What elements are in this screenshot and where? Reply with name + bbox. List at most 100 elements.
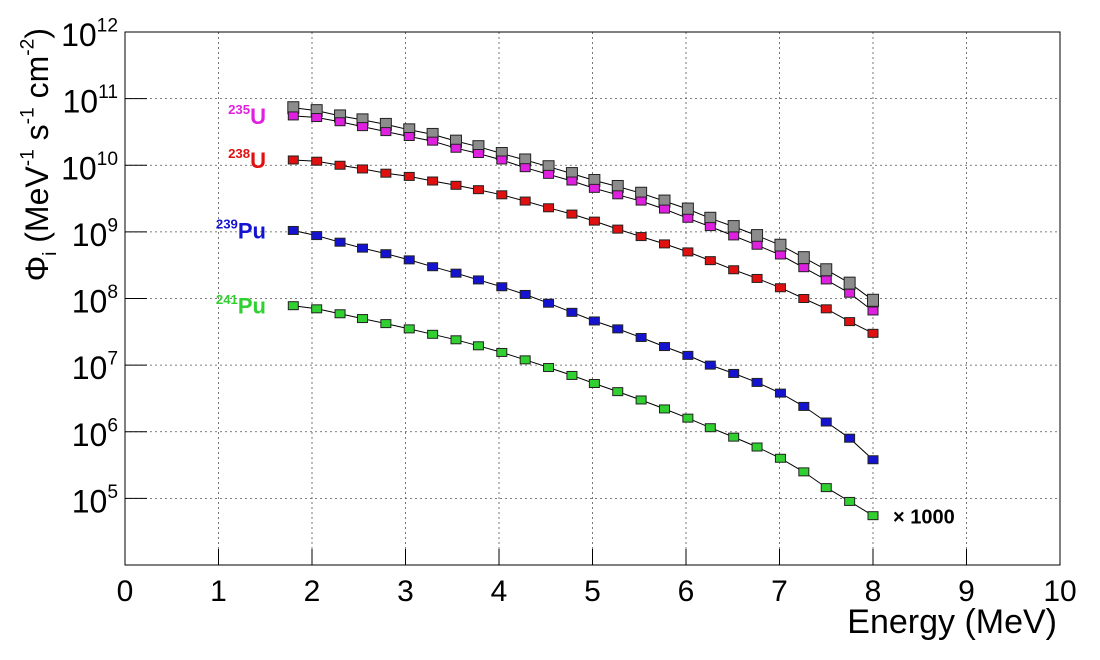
series-label: 238U xyxy=(228,146,266,173)
data-box xyxy=(774,453,786,463)
x-tick-label: 3 xyxy=(397,575,414,608)
data-box xyxy=(588,183,600,193)
data-box xyxy=(287,225,299,235)
data-box xyxy=(566,209,578,219)
data-box xyxy=(751,229,764,243)
data-box xyxy=(820,263,833,277)
data-box xyxy=(867,293,879,307)
x-tick-label: 7 xyxy=(771,575,788,608)
data-box xyxy=(519,355,531,365)
data-box xyxy=(543,169,555,179)
data-box xyxy=(681,202,694,216)
data-box xyxy=(658,239,670,249)
data-box xyxy=(728,368,740,378)
data-box xyxy=(334,160,346,170)
series xyxy=(287,101,879,307)
data-box xyxy=(566,307,578,317)
data-box xyxy=(635,232,647,242)
y-tick-label: 108 xyxy=(72,282,118,319)
data-box xyxy=(380,127,392,137)
y-tick-label: 1012 xyxy=(61,16,118,53)
data-box xyxy=(380,168,392,178)
data-box xyxy=(519,196,531,206)
data-box xyxy=(820,483,832,493)
data-box xyxy=(658,342,670,352)
data-box xyxy=(588,316,600,326)
data-box xyxy=(356,164,368,174)
data-box xyxy=(704,423,716,433)
plot-frame xyxy=(124,31,1061,566)
data-box xyxy=(867,511,879,521)
data-box xyxy=(635,332,647,342)
data-box xyxy=(287,301,299,311)
x-tick-label: 5 xyxy=(584,575,601,608)
data-box xyxy=(427,262,439,272)
data-box xyxy=(311,113,323,123)
data-box xyxy=(635,395,647,405)
data-box xyxy=(612,224,624,234)
data-box xyxy=(798,401,810,411)
data-box xyxy=(612,190,624,200)
data-box xyxy=(751,240,763,250)
data-box xyxy=(450,268,462,278)
data-box xyxy=(798,294,810,303)
series-label: 241Pu xyxy=(216,292,266,319)
x-tick-label: 0 xyxy=(117,575,134,608)
data-box xyxy=(450,143,462,153)
data-box xyxy=(427,329,439,339)
data-box xyxy=(334,237,346,247)
data-box xyxy=(496,155,508,165)
data-box xyxy=(427,176,439,186)
data-box xyxy=(820,304,832,314)
data-box xyxy=(704,222,716,232)
x-tick-label: 10 xyxy=(1043,575,1076,608)
data-box xyxy=(844,433,856,443)
data-box xyxy=(774,238,787,252)
data-box xyxy=(450,180,462,190)
data-box xyxy=(728,265,740,275)
data-box xyxy=(566,370,578,380)
x-tick-label: 1 xyxy=(210,575,227,608)
x-tick-label: 9 xyxy=(958,575,975,608)
data-box xyxy=(472,149,484,159)
data-box xyxy=(287,111,299,121)
data-box xyxy=(543,298,555,308)
data-box xyxy=(356,243,368,253)
series: 238U xyxy=(228,146,879,338)
data-box xyxy=(334,117,346,127)
data-box xyxy=(774,283,786,293)
data-box xyxy=(403,255,415,265)
data-box xyxy=(311,156,323,166)
series: 239Pu xyxy=(216,217,879,465)
annotation: × 1000 xyxy=(893,507,955,529)
data-box xyxy=(403,324,415,334)
data-box xyxy=(496,282,508,292)
data-box xyxy=(658,204,670,214)
data-box xyxy=(334,309,346,319)
series-label: 239Pu xyxy=(216,217,266,244)
data-box xyxy=(843,276,856,290)
data-box xyxy=(543,363,555,373)
y-tick-label: 1011 xyxy=(62,82,118,119)
data-box xyxy=(867,328,879,338)
x-tick-label: 4 xyxy=(491,575,508,608)
data-box xyxy=(820,417,832,427)
data-box xyxy=(844,317,856,327)
data-box xyxy=(588,378,600,388)
data-box xyxy=(751,273,763,283)
y-tick-label: 107 xyxy=(72,349,118,386)
data-box xyxy=(543,203,555,213)
data-box xyxy=(612,387,624,397)
data-box xyxy=(403,132,415,142)
data-box xyxy=(682,413,694,423)
data-box xyxy=(427,136,439,146)
data-box xyxy=(751,377,763,387)
x-tick-label: 8 xyxy=(865,575,882,608)
data-box xyxy=(311,231,323,241)
x-tick-label: 2 xyxy=(304,575,321,608)
data-box xyxy=(728,432,740,442)
data-box xyxy=(774,250,786,260)
data-box xyxy=(588,216,600,226)
data-box xyxy=(728,231,740,241)
